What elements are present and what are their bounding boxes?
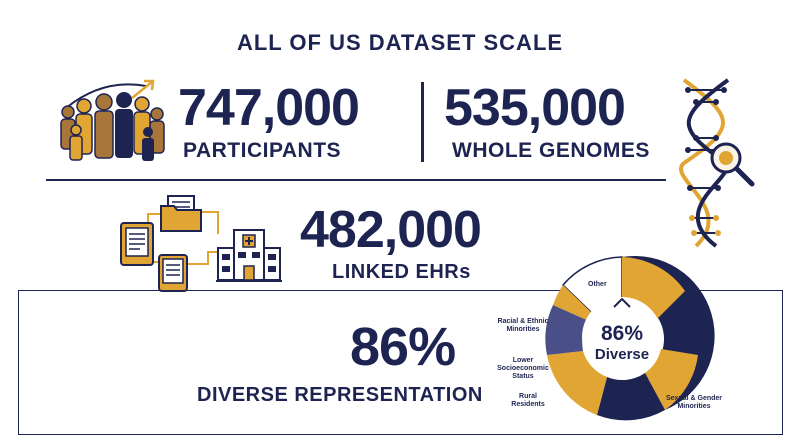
tablet-icon [158, 254, 188, 292]
people-group-icon [60, 79, 165, 161]
ehrs-value: 482,000 [300, 201, 482, 259]
slice-label-rural: Rural Residents [511, 393, 545, 409]
diverse-value: 86% [350, 317, 456, 377]
donut-slice-racial-top [553, 285, 592, 321]
genomes-value: 535,000 [444, 79, 626, 137]
donut-center-value: 86% [600, 322, 644, 345]
diversity-panel [18, 290, 783, 435]
caret-up-icon [613, 297, 631, 308]
donut-slice-gold-right [645, 349, 698, 410]
donut-center-label: Diverse [594, 346, 650, 363]
hospital-icon [216, 229, 282, 282]
donut-slice-gold-top [622, 257, 685, 321]
stat-divider [421, 82, 424, 162]
magnifier-icon [710, 142, 755, 187]
document-icon [120, 222, 154, 266]
participants-label: PARTICIPANTS [183, 139, 342, 162]
diversity-donut [545, 256, 715, 421]
diverse-label: DIVERSE REPRESENTATION [197, 384, 483, 406]
page-title: ALL OF US DATASET SCALE [236, 30, 564, 55]
genomes-label: WHOLE GENOMES [452, 139, 650, 162]
slice-label-other: Other [588, 281, 607, 288]
slice-label-lower-ses: Lower Socioeconomic Status [497, 357, 549, 381]
donut-slice-rural-residents [597, 373, 665, 421]
section-divider [46, 179, 666, 181]
folder-icon [160, 195, 202, 232]
donut-slice-racial-ethnic [547, 351, 607, 415]
participants-value: 747,000 [178, 79, 360, 137]
donut-slice-lower-ses [545, 305, 589, 355]
ehrs-label: LINKED EHRs [332, 261, 471, 283]
slice-label-racial-ethnic: Racial & Ethnic Minorities [497, 318, 549, 334]
slice-label-sexual-gender: Sexual & Gender Minorities [665, 395, 723, 411]
